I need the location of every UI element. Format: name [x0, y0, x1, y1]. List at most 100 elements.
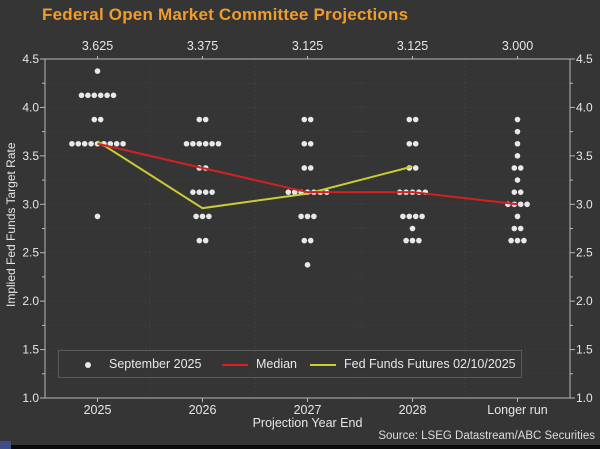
- y-tick-label: 1.0: [576, 391, 593, 405]
- projection-dot: [193, 213, 199, 220]
- projection-dot: [199, 213, 206, 220]
- projection-dot: [202, 189, 209, 195]
- projection-dot: [75, 140, 82, 147]
- projection-dot: [409, 237, 416, 244]
- projection-dot: [304, 213, 311, 220]
- projection-dot: [517, 189, 524, 195]
- projection-dot: [419, 213, 425, 220]
- projection-dot: [307, 237, 314, 244]
- y-tick-label: 3.0: [22, 197, 39, 211]
- projection-dot: [514, 237, 521, 244]
- projection-dot: [307, 116, 314, 123]
- legend-label-futures: Fed Funds Futures 02/10/2025: [344, 357, 516, 371]
- y-tick-label: 3.0: [576, 197, 593, 211]
- projection-dot: [511, 165, 518, 171]
- corner-accent: [0, 441, 11, 449]
- projection-dot: [291, 189, 298, 195]
- y-tick-label: 2.5: [22, 246, 39, 260]
- projection-dot: [508, 237, 514, 244]
- projection-dot: [514, 213, 521, 220]
- projection-dot: [514, 153, 521, 159]
- x-axis-title: Projection Year End: [252, 416, 363, 430]
- projection-dot: [196, 237, 203, 244]
- legend: September 2025 Median Fed Funds Futures …: [58, 350, 522, 378]
- projection-dot: [511, 225, 518, 232]
- projection-dot: [107, 140, 114, 147]
- projection-dot: [307, 140, 314, 147]
- projection-dot: [311, 213, 317, 220]
- projection-dot: [403, 237, 409, 244]
- projection-dot: [97, 92, 104, 99]
- projection-dot: [400, 213, 406, 220]
- projection-dot: [514, 177, 521, 183]
- projection-dot: [285, 189, 292, 195]
- projection-dot: [416, 237, 422, 244]
- y-tick-label: 2.0: [576, 294, 593, 308]
- projection-dot: [412, 116, 419, 123]
- y-tick-label: 3.5: [22, 149, 39, 163]
- projection-dot: [514, 128, 521, 135]
- projection-dot: [514, 140, 521, 147]
- projection-dot: [304, 262, 311, 268]
- median-value-label: 3.000: [502, 39, 533, 53]
- projection-dot: [406, 116, 413, 123]
- plot-border: [44, 58, 571, 399]
- projection-dot: [202, 116, 209, 123]
- bottom-bar: [0, 445, 600, 449]
- y-tick-label: 1.5: [22, 343, 39, 357]
- median-value-label: 3.125: [397, 39, 428, 53]
- projection-dot: [406, 140, 413, 147]
- projection-dot: [511, 189, 518, 195]
- projection-dot: [196, 140, 203, 147]
- projection-dot: [412, 213, 419, 220]
- y-tick-label: 2.5: [576, 246, 593, 260]
- projection-dot: [183, 140, 190, 147]
- legend-label-median: Median: [256, 357, 297, 371]
- y-axis-title: Implied Fed Funds Target Rate: [4, 142, 18, 308]
- projection-dot: [202, 140, 209, 147]
- y-tick-label: 4.5: [22, 52, 39, 66]
- projection-dot: [94, 68, 101, 74]
- median-value-label: 3.625: [82, 39, 113, 53]
- x-tick-label: Longer run: [487, 403, 548, 417]
- projection-dot: [196, 189, 203, 195]
- y-tick-label: 4.0: [22, 100, 39, 114]
- projection-dot: [514, 116, 521, 123]
- projection-dot: [517, 201, 524, 208]
- projection-dot: [517, 165, 524, 171]
- projection-dot: [85, 92, 91, 99]
- projection-dot: [91, 116, 98, 123]
- projection-dot: [406, 213, 413, 220]
- projection-dot: [409, 225, 416, 232]
- projection-dot: [517, 225, 524, 232]
- projection-dot: [412, 140, 419, 147]
- median-value-label: 3.125: [292, 39, 323, 53]
- y-tick-label: 1.0: [22, 391, 39, 405]
- projection-dot: [196, 116, 203, 123]
- projection-dot: [110, 92, 117, 99]
- projection-dot: [298, 213, 304, 220]
- x-tick-label: 2026: [189, 403, 217, 417]
- projection-dot: [307, 165, 314, 171]
- y-tick-label: 2.0: [22, 294, 39, 308]
- projection-dot: [104, 92, 110, 99]
- y-tick-label: 4.0: [576, 100, 593, 114]
- projection-dot: [301, 116, 308, 123]
- x-tick-label: 2027: [294, 403, 322, 417]
- projection-dot: [521, 237, 527, 244]
- projection-dot: [190, 189, 196, 195]
- projection-dot: [88, 140, 94, 147]
- projection-dot: [97, 116, 104, 123]
- projection-dot: [215, 140, 222, 147]
- legend-dot-marker-icon: [85, 362, 91, 368]
- projection-dot: [301, 237, 308, 244]
- projection-dot: [190, 140, 196, 147]
- projection-dot: [113, 140, 120, 147]
- source-credit: Source: LSEG Datastream/ABC Securities: [378, 430, 595, 442]
- projection-dot: [81, 140, 88, 147]
- x-tick-label: 2025: [84, 403, 112, 417]
- median-value-label: 3.375: [187, 39, 218, 53]
- projection-dot: [206, 213, 212, 220]
